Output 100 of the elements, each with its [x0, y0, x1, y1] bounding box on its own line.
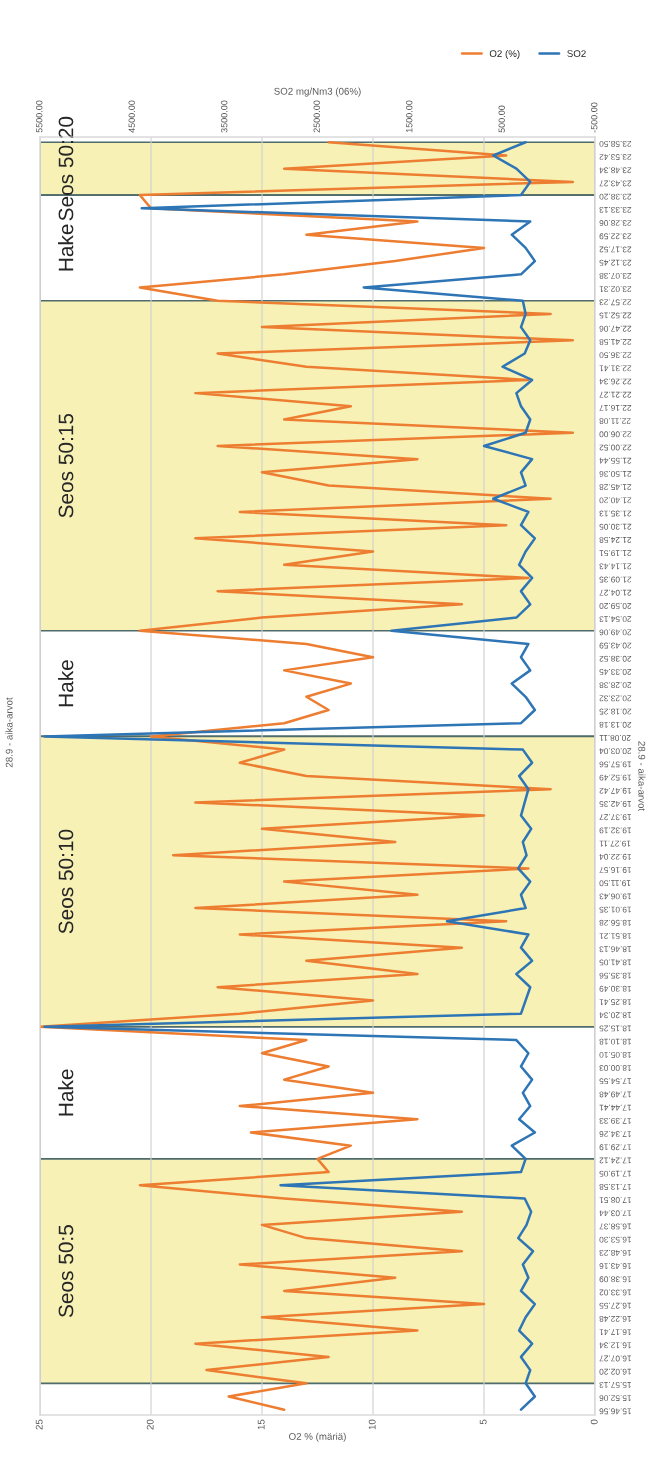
band-label: Hake: [58, 660, 74, 707]
y-tick-label: 21.55.44: [599, 457, 632, 464]
y-tick-label: 23.43.27: [599, 180, 632, 187]
y-tick-label: 20.38.52: [599, 655, 632, 662]
x-tick-label: 10: [368, 1419, 376, 1430]
y-tick-label: 19.42.35: [599, 801, 631, 807]
y-tick-label: 23.07.38: [599, 272, 632, 279]
y-tick-label: 23.22.59: [599, 233, 632, 240]
y-tick-label: 19.27.11: [599, 840, 631, 847]
y-tick-label: 22.26.34: [599, 378, 632, 385]
y-tick-label: 22.00.52: [599, 444, 632, 451]
band-label: Seos 50:5: [58, 1225, 74, 1318]
y-tick-label: 20.03.04: [599, 748, 632, 755]
y-tick-label: 21.14.43: [599, 563, 632, 570]
y-tick-label: 21.50.36: [599, 470, 632, 477]
y-tick-label: 18.56.28: [599, 919, 631, 926]
y-tick-label: 23.33.13: [599, 206, 632, 213]
band-label: Hake: [58, 1069, 74, 1116]
y-tick-label: 23.38.20: [599, 193, 632, 200]
y-tick-label: 23.28.06: [599, 220, 632, 227]
y-tick-label: 20.18.25: [599, 708, 632, 715]
y-tick-label: 15.52.06: [599, 1395, 631, 1402]
y-tick-label: 18.05.10: [599, 1051, 631, 1058]
y-tick-label: 21.04.27: [599, 589, 632, 596]
y-tick-label: 20.23.32: [599, 695, 632, 702]
legend-label: SO2: [567, 50, 586, 58]
y-tick-label: 16.12.34: [599, 1342, 631, 1349]
y-tick-label: 20.13.18: [599, 721, 632, 728]
y-tick-label: 22.36.50: [599, 352, 632, 359]
y-tick-label: 16.07.27: [599, 1355, 631, 1362]
y-tick-label: 16.33.02: [599, 1289, 631, 1296]
y-tick-label: 17.03.44: [599, 1210, 631, 1217]
y-tick-label: 21.19.51: [599, 550, 632, 557]
y-tick-label: 18.10.18: [599, 1038, 631, 1045]
band-label: Seos 50:15: [58, 413, 74, 518]
y-tick-label: 22.31.41: [599, 365, 632, 372]
y-tick-label: 18.35.56: [599, 972, 631, 979]
y-tick-label: 23.17.52: [599, 246, 632, 253]
y-tick-label: 22.57.23: [599, 299, 632, 306]
x2-tick-label: 3500.00: [221, 100, 228, 133]
y-tick-label: 21.24.58: [599, 536, 632, 543]
y-tick-label: 22.21.27: [599, 391, 632, 398]
y-tick-label: 19.01.35: [599, 906, 631, 913]
x2-tick-label: 4500.00: [128, 100, 135, 133]
y-tick-label: 18.46.13: [599, 946, 631, 953]
x-tick-label: 25: [35, 1419, 43, 1430]
y-tick-label: 23.02.31: [599, 286, 632, 293]
y-tick-label: 16.22.48: [599, 1315, 631, 1322]
y-tick-label: 16.48.23: [599, 1249, 631, 1256]
x2-tick-label: 2500.00: [313, 100, 320, 133]
x2-tick-label: -500.00: [591, 102, 598, 133]
y-tick-label: 17.44.41: [599, 1104, 631, 1111]
y-tick-label: 23.58.50: [599, 140, 632, 147]
y-tick-label: 17.39.33: [599, 1117, 631, 1124]
x2-tick-label: 500.00: [498, 105, 505, 133]
y-tick-label: 18.30.49: [599, 985, 631, 992]
y-tick-label: 20.28.38: [599, 682, 632, 689]
y-tick-label: 21.35.13: [599, 510, 632, 517]
y-tick-label: 15.46.56: [599, 1408, 631, 1415]
y-tick-label: 18.15.25: [599, 1025, 631, 1032]
y-tick-label: 17.13.58: [599, 1183, 631, 1190]
band-label: Hake: [58, 224, 74, 271]
y-tick-label: 22.11.08: [599, 418, 631, 425]
y-tick-label: 19.06.43: [599, 893, 631, 900]
y-tick-label: 23.12.45: [599, 259, 632, 266]
y-tick-label: 20.54.13: [599, 616, 632, 623]
y-tick-label: 22.52.15: [599, 312, 632, 319]
y-tick-label: 19.37.27: [599, 814, 631, 821]
y-tick-label: 23.48.34: [599, 167, 632, 174]
y-tick-label: 22.06.00: [599, 431, 632, 438]
band-label: Seos 50:10: [58, 829, 74, 934]
x2-tick-label: 5500.00: [36, 100, 43, 133]
y-tick-label: 20.59.20: [599, 603, 632, 609]
y-tick-label: 19.57.56: [599, 761, 631, 768]
y-tick-label: 15.57.13: [599, 1381, 631, 1388]
legend-label: O2 (%): [489, 49, 520, 59]
y-tick-label: 16.38.09: [599, 1276, 631, 1283]
y-tick-label: 22.47.06: [599, 325, 632, 332]
x-axis-title: O2 % (märiä): [289, 1432, 346, 1442]
y-tick-label: 19.52.49: [599, 774, 631, 781]
x-tick-label: 0: [590, 1419, 598, 1425]
y-tick-label: 18.51.21: [599, 933, 631, 939]
y-tick-label: 17.24.12: [599, 1157, 631, 1164]
y-tick-label: 23.53.42: [599, 154, 632, 161]
y-tick-label: 21.40.20: [599, 497, 632, 504]
y-tick-label: 17.49.48: [599, 1091, 631, 1098]
y-tick-label: 18.25.41: [599, 999, 631, 1005]
y-tick-label: 21.09.35: [599, 576, 632, 583]
y-tick-label: 20.08.11: [599, 735, 631, 741]
y-tick-label: 17.34.26: [599, 1131, 631, 1137]
y-tick-label: 19.16.57: [599, 867, 631, 873]
y-axis-title: 28.9 - aika-arvot: [638, 741, 646, 812]
text: 28.9 - aika-arvot: [5, 697, 13, 768]
y-tick-label: 17.08.51: [599, 1197, 631, 1204]
y-tick-label: 20.43.59: [599, 642, 632, 649]
y-tick-label: 18.41.05: [599, 959, 631, 966]
y-tick-label: 20.49.06: [599, 629, 632, 636]
y-tick-label: 17.54.55: [599, 1078, 631, 1085]
y-tick-label: 20.33.45: [599, 669, 632, 675]
y-tick-label: 22.16.17: [599, 404, 632, 411]
